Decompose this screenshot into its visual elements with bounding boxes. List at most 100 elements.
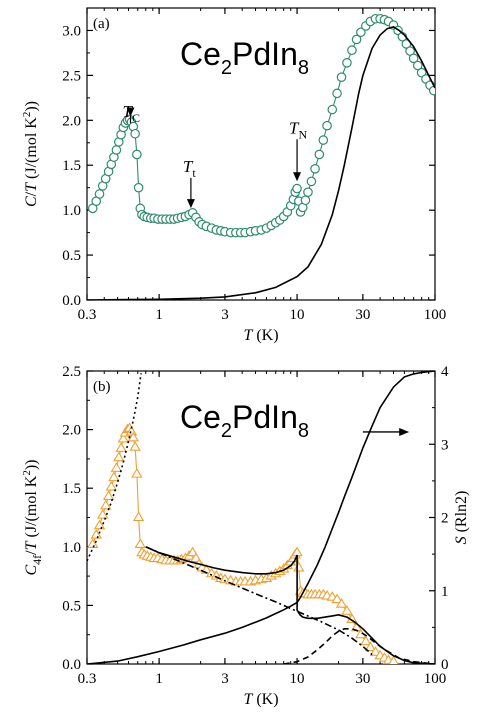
data-point [322,120,332,131]
data-point [110,462,123,472]
data-point [90,529,102,539]
panel-label: (b) [93,379,111,395]
data-point [428,85,435,96]
data-point [327,104,338,115]
data-point [347,45,357,56]
x-tick-label: 0.3 [78,671,97,687]
data-point [115,442,127,452]
transition-label: Tt [183,157,196,180]
series-2-line [145,546,373,656]
compound-label: Ce2PdIn8 [180,399,309,442]
compound-label: Ce2PdIn8 [180,36,309,79]
data-point [127,431,140,442]
y-axis-label: C4f/T (J/(mol K2)) [21,460,44,576]
data-point [292,183,302,194]
data-point [117,432,130,443]
y-tick-label: 2.5 [62,68,81,84]
series-4-line [87,373,142,562]
entropy-axis-arrow-head [399,427,410,436]
data-point [318,135,329,145]
data-point [97,509,109,519]
y-tick-label: 1.0 [62,540,81,556]
data-point [129,441,141,451]
x-tick-label: 3 [221,671,229,687]
data-point [342,58,352,68]
y-tick-label: 0.0 [62,657,81,673]
x-tick-label: 0.3 [78,307,97,323]
data-point [99,499,112,510]
y-tick-label: 1.0 [62,203,81,219]
data-point [351,34,362,45]
data-point [335,598,348,608]
panel-a: 0.3 1 3 10 30 100 0.0 0.5 1.0 1.5 2.0 2.5 3.0 T (K) C/… [21,7,447,344]
y-tick-label: 1.5 [62,481,81,497]
y-tick-label: 1.5 [62,158,81,174]
x-tick-label: 30 [355,671,370,687]
x-tick-label: 30 [355,307,370,323]
y-tick-label: 0.5 [62,248,81,264]
data-point [332,88,342,99]
series-3-line [283,628,435,664]
y2-axis-label: S (Rln2) [453,491,470,545]
series-5-line [87,371,435,664]
series-1-line [87,26,435,300]
y2-tick-label: 1 [441,584,449,600]
x-tick-label: 10 [290,307,305,323]
data-point [364,641,377,652]
data-point [360,635,372,646]
y-tick-label: 3.0 [62,23,81,39]
data-point [108,471,120,482]
data-point [300,195,311,206]
data-point [331,593,343,604]
data-point [306,176,317,187]
y2-tick-label: 3 [441,437,449,453]
x-tick-label: 10 [290,671,305,687]
y-tick-label: 2.0 [62,423,81,439]
data-point [113,451,125,462]
data-point [341,605,353,615]
data-point [87,538,99,549]
transition-arrow-head [186,199,195,209]
panel-b: 0.3 1 3 10 30 100 0.0 0.5 1.0 1.5 2.0 2.5 0 1 2 3 4 T (K)… [21,364,470,708]
x-tick-label: 100 [424,307,447,323]
data-point [388,655,399,664]
transition-label: TN [289,118,307,141]
data-point [408,53,419,64]
data-point [130,128,140,139]
data-point [310,164,320,174]
plot-area [87,13,435,300]
transition-label: TC [122,102,139,125]
data-point [303,187,313,197]
data-point [111,145,122,155]
data-point [102,490,115,500]
x-tick-label: 100 [424,671,447,687]
y-tick-label: 0.5 [62,598,81,614]
y2-tick-label: 4 [441,364,449,380]
data-point [134,538,146,549]
y-tick-label: 2.5 [62,364,81,380]
transition-arrow-head [126,107,135,117]
y2-tick-label: 0 [441,657,449,673]
y-tick-label: 2.0 [62,113,81,129]
plot-area [87,371,435,664]
y-tick-label: 0.0 [62,293,81,309]
data-point [314,149,325,160]
panel-label: (a) [93,16,110,32]
series-1-line [145,546,435,664]
x-axis-label: T (K) [243,327,278,344]
data-point [132,149,142,160]
data-point [336,72,347,82]
x-tick-label: 1 [155,307,163,323]
x-tick-label: 3 [221,307,229,323]
y-axis-label: C/T (J/(mol K2)) [21,101,40,207]
data-point [131,468,143,478]
data-point [132,511,145,522]
y2-tick-label: 2 [441,511,449,527]
data-point [369,646,382,656]
data-point [94,189,105,199]
data-point [186,546,199,557]
data-point [93,519,106,530]
transition-arrow-head [293,172,302,182]
data-point [133,182,144,193]
